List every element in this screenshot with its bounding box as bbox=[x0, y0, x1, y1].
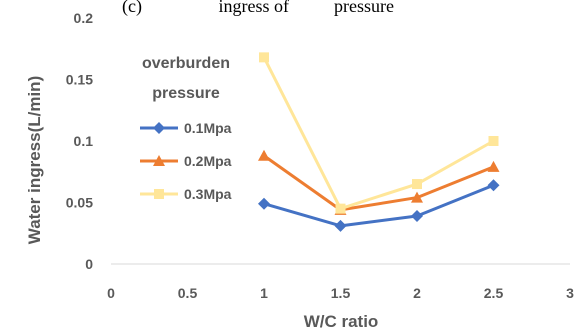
series-markers bbox=[258, 52, 500, 232]
data-point-0-3mpa bbox=[259, 52, 269, 63]
x-tick-label: 3 bbox=[566, 285, 574, 301]
legend-title-line-1: overburden bbox=[142, 55, 230, 72]
data-point-0-1mpa bbox=[258, 197, 270, 210]
series-line-0-3mpa bbox=[262, 56, 495, 211]
x-tick-label: 2 bbox=[413, 285, 421, 301]
series-line-0-2mpa bbox=[263, 154, 495, 212]
data-point-0-3mpa bbox=[488, 136, 499, 146]
x-tick-label: 2.5 bbox=[484, 285, 504, 301]
x-tick-label: 0.5 bbox=[178, 285, 198, 301]
legend-label-0-3mpa: 0.3Mpa bbox=[184, 186, 232, 202]
y-axis-title: Water ingress(L/min) bbox=[25, 76, 44, 244]
y-tick-label: 0.2 bbox=[74, 10, 94, 26]
y-tick-label: 0.1 bbox=[74, 133, 94, 149]
y-tick-label: 0.15 bbox=[66, 72, 93, 88]
x-tick-label: 0 bbox=[107, 285, 115, 301]
data-point-0-2mpa bbox=[487, 160, 500, 172]
series-line-0-1mpa bbox=[263, 183, 495, 228]
data-point-0-1mpa bbox=[334, 219, 347, 232]
data-point-0-2mpa bbox=[411, 191, 423, 203]
data-point-0-1mpa bbox=[411, 210, 423, 223]
x-tick-label: 1.5 bbox=[331, 285, 351, 301]
x-tick-label: 1 bbox=[260, 285, 268, 301]
legend-label-0-1mpa: 0.1Mpa bbox=[184, 120, 232, 136]
series-lines bbox=[262, 56, 495, 228]
caption-fragment: (c) ingress of pressure bbox=[122, 0, 394, 17]
legend-marker-0-2mpa bbox=[153, 155, 165, 166]
data-point-0-2mpa bbox=[258, 149, 270, 161]
data-point-0-1mpa bbox=[487, 179, 500, 192]
legend-entries: 0.1Mpa 0.2Mpa 0.3Mpa bbox=[140, 120, 232, 202]
data-point-0-3mpa bbox=[412, 179, 422, 190]
legend-marker-0-3mpa bbox=[154, 189, 164, 199]
data-point-0-3mpa bbox=[335, 203, 346, 214]
x-axis-title: W/C ratio bbox=[304, 312, 379, 331]
x-tick-labels: 0 0.5 1 1.5 2 2.5 3 bbox=[107, 285, 574, 301]
y-tick-label: 0 bbox=[85, 256, 93, 272]
y-tick-label: 0.05 bbox=[66, 195, 93, 211]
legend-title-line-2: pressure bbox=[152, 85, 220, 102]
legend: overburden pressure 0.1Mpa 0.2Mpa 0.3Mpa bbox=[140, 55, 232, 202]
y-tick-labels: 0 0.05 0.1 0.15 0.2 bbox=[66, 10, 93, 272]
legend-marker-0-1mpa bbox=[153, 122, 165, 134]
legend-label-0-2mpa: 0.2Mpa bbox=[184, 153, 232, 169]
